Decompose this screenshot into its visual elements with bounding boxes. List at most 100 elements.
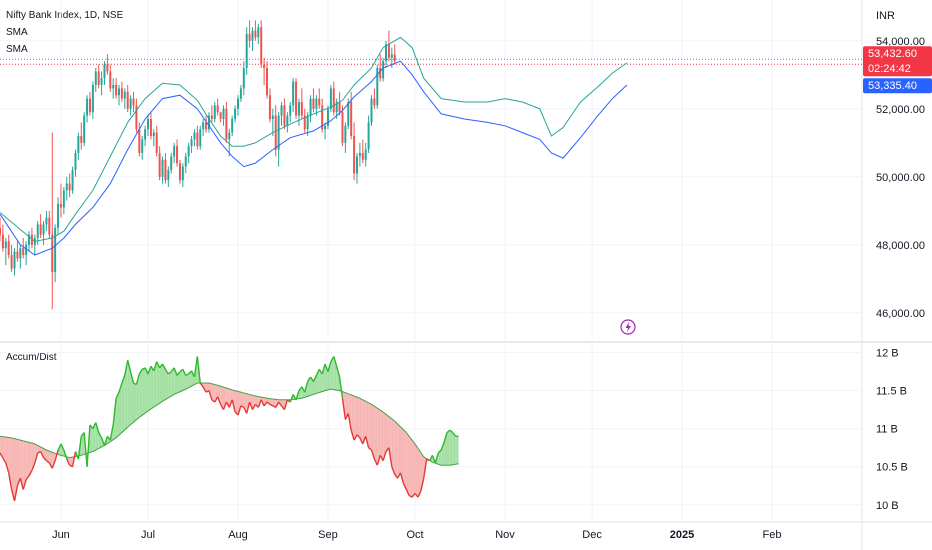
candle-up	[123, 88, 126, 109]
ad-line	[118, 382, 123, 393]
candle-down	[51, 132, 54, 310]
ad-line	[402, 483, 407, 490]
ad-tick-label: 10.5 B	[876, 462, 908, 474]
candle-down	[332, 81, 335, 116]
ad-line	[231, 399, 236, 413]
candle-down	[321, 98, 324, 133]
candle-body	[350, 102, 353, 136]
candle-up	[103, 61, 106, 85]
candle-up	[385, 40, 388, 68]
ad-tick-label: 12 B	[876, 348, 899, 360]
currency-label[interactable]: INR	[876, 10, 895, 22]
candle-body	[161, 159, 164, 177]
candle-body	[106, 64, 109, 72]
candle-body	[149, 119, 152, 136]
candle-body	[358, 153, 361, 157]
ad-line	[312, 375, 317, 382]
candle-up	[117, 85, 120, 106]
candle-body	[51, 234, 54, 272]
candle-up	[42, 221, 45, 245]
ad-line	[452, 432, 457, 437]
candle-body	[248, 34, 251, 41]
ad-line	[92, 422, 97, 429]
candle-up	[251, 27, 254, 51]
ad-fill	[406, 432, 410, 496]
candle-body	[234, 108, 237, 119]
ad-fill	[127, 360, 131, 428]
ad-ma-line	[208, 382, 221, 387]
candle-body	[277, 115, 280, 150]
candle-up	[74, 149, 77, 177]
candle-body	[318, 98, 321, 106]
sma-legend-1[interactable]: SMA	[6, 27, 28, 38]
candle-body	[152, 132, 155, 136]
candle-down	[312, 88, 315, 113]
candle-down	[361, 139, 364, 164]
sma-price-badge: 53,335.40	[863, 78, 932, 94]
candle-body	[170, 156, 173, 170]
ad-line	[147, 366, 152, 375]
ad-fill	[133, 383, 137, 423]
ad-ma-line	[449, 463, 459, 466]
candle-body	[155, 132, 158, 153]
candle-down	[106, 54, 109, 75]
sma-legend-2[interactable]: SMA	[6, 44, 28, 55]
candle-body	[361, 153, 364, 160]
ad-ma-line	[173, 388, 186, 395]
candle-up	[147, 115, 150, 136]
candle-down	[216, 98, 219, 116]
ad-fill	[206, 383, 209, 393]
ad-line	[338, 376, 344, 399]
ad-fill	[142, 367, 146, 416]
ad-line	[199, 382, 204, 388]
ad-line	[350, 430, 355, 441]
price-tick-label: 54,000.00	[876, 36, 925, 48]
ad-line	[382, 451, 387, 461]
ad-fill	[26, 441, 30, 480]
candle-body	[338, 102, 341, 113]
ad-fill	[394, 421, 398, 479]
candle-down	[338, 91, 341, 116]
ad-line	[283, 399, 289, 410]
candle-body	[210, 115, 213, 119]
ad-line	[251, 404, 257, 411]
ad-line	[335, 366, 341, 378]
candle-down	[39, 214, 42, 238]
candle-down	[341, 105, 344, 147]
lightning-icon[interactable]	[620, 319, 636, 335]
candle-body	[115, 85, 118, 96]
candle-up	[271, 108, 274, 136]
candle-up	[245, 27, 248, 75]
candle-body	[292, 81, 295, 106]
candle-up	[129, 95, 132, 116]
ad-line	[341, 398, 347, 420]
candle-up	[71, 166, 74, 194]
candle-down	[266, 61, 269, 99]
candle-down	[109, 64, 112, 92]
candle-body	[54, 227, 57, 272]
ad-fill	[371, 404, 375, 460]
ad-line	[417, 490, 422, 498]
ad-line	[63, 449, 68, 460]
candle-body	[59, 204, 62, 208]
ad-ma-line	[92, 444, 105, 452]
ad-line	[269, 403, 274, 407]
ad-fill	[415, 443, 418, 498]
candle-up	[376, 64, 379, 109]
candle-up	[167, 166, 170, 187]
ad-line	[103, 436, 109, 446]
candle-down	[132, 91, 135, 113]
ad-ma-line	[432, 461, 442, 466]
candle-body	[126, 91, 129, 109]
last-price-badge: 53,432.60 02:24:42	[863, 46, 932, 77]
ad-ma-line	[371, 403, 384, 413]
candle-down	[164, 153, 167, 184]
ad-line	[173, 367, 178, 376]
candle-up	[358, 142, 361, 167]
candle-up	[309, 95, 312, 123]
candle-body	[42, 224, 45, 235]
candle-body	[129, 98, 132, 109]
candle-up	[94, 68, 97, 92]
ad-line	[95, 422, 100, 433]
